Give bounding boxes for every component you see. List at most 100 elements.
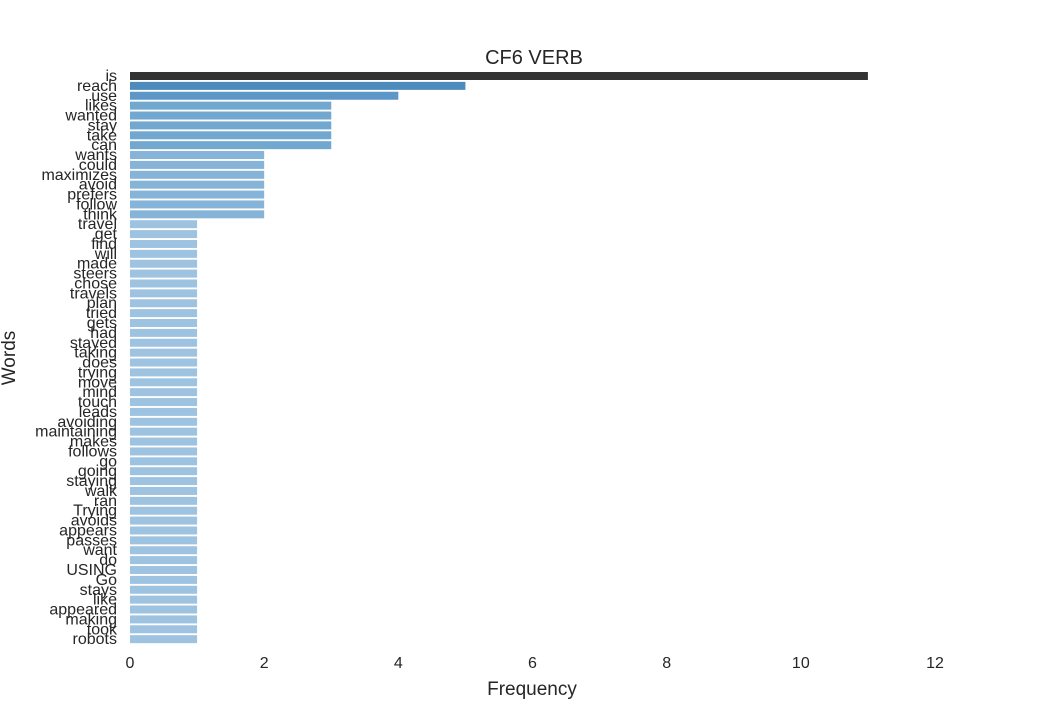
y-tick-label: had bbox=[90, 325, 117, 342]
y-axis-label: Words bbox=[0, 331, 20, 386]
bar-trying bbox=[130, 368, 198, 377]
y-tick-label: could bbox=[79, 157, 117, 174]
y-tick-label: made bbox=[77, 256, 117, 273]
y-tick-label: take bbox=[87, 127, 117, 144]
y-tick-label: going bbox=[78, 463, 117, 480]
y-tick-label: get bbox=[95, 226, 118, 243]
y-tick-label: reach bbox=[77, 78, 117, 95]
y-tick-label: avoiding bbox=[57, 414, 117, 431]
x-axis-label: Frequency bbox=[487, 679, 577, 700]
y-tick-label: think bbox=[83, 206, 118, 223]
y-tick-label: staying bbox=[66, 473, 117, 490]
bar-taking bbox=[130, 348, 198, 357]
bar-gets bbox=[130, 319, 198, 327]
y-tick-label: Trying bbox=[73, 503, 117, 520]
bar-does bbox=[130, 358, 198, 367]
y-tick-label: chose bbox=[74, 275, 117, 292]
chart-title: CF6 VERB bbox=[485, 47, 583, 69]
y-tick-label: travel bbox=[78, 216, 117, 233]
bar-prefers bbox=[130, 190, 265, 199]
bar-walk bbox=[130, 486, 198, 495]
bar-wanted bbox=[130, 111, 332, 120]
y-tick-label: mind bbox=[82, 384, 117, 401]
y-tick-labels: isreachuselikeswantedstaytakecanwantscou… bbox=[35, 68, 118, 648]
x-tick-label: 12 bbox=[926, 655, 944, 672]
y-tick-label: appeared bbox=[49, 602, 117, 619]
bar-follows bbox=[130, 447, 198, 456]
bar-plan bbox=[130, 299, 198, 308]
y-tick-label: will bbox=[94, 246, 117, 263]
y-tick-label: move bbox=[78, 374, 117, 391]
y-tick-label: want bbox=[82, 542, 117, 559]
x-tick-label: 10 bbox=[792, 655, 810, 672]
x-tick-labels: 0 2 4 6 8 10 12 bbox=[126, 655, 944, 672]
y-tick-label: took bbox=[87, 621, 118, 638]
bar-avoids bbox=[130, 516, 198, 525]
y-tick-label: avoids bbox=[71, 513, 117, 530]
y-tick-label: trying bbox=[78, 364, 117, 381]
bar-take bbox=[130, 131, 332, 140]
y-tick-label: wanted bbox=[64, 108, 117, 125]
bar-is bbox=[130, 72, 868, 80]
y-tick-label: touch bbox=[78, 394, 117, 411]
bar-maintaining bbox=[130, 427, 198, 436]
bar-like bbox=[130, 595, 198, 604]
bar-could bbox=[130, 160, 265, 169]
bar-going bbox=[130, 467, 198, 476]
y-tick-label: maintaining bbox=[35, 424, 117, 441]
y-tick-label: making bbox=[65, 611, 117, 628]
y-tick-label: robots bbox=[73, 631, 117, 648]
y-tick-label: ran bbox=[94, 493, 117, 510]
bar-travel bbox=[130, 220, 198, 229]
x-tick-label: 8 bbox=[662, 655, 671, 672]
bar-reach bbox=[130, 81, 466, 90]
y-tick-label: wants bbox=[74, 147, 117, 164]
bar-had bbox=[130, 328, 198, 337]
bar-took bbox=[130, 625, 198, 634]
y-tick-label: maximizes bbox=[41, 167, 117, 184]
y-tick-label: makes bbox=[70, 434, 117, 451]
bar-want bbox=[130, 546, 198, 555]
y-tick-label: go bbox=[99, 453, 117, 470]
bar-touch bbox=[130, 398, 198, 407]
y-tick-label: taking bbox=[74, 345, 117, 362]
x-tick-label: 2 bbox=[260, 655, 269, 672]
y-tick-label: can bbox=[91, 137, 117, 154]
y-tick-label: gets bbox=[87, 315, 117, 332]
y-tick-label: use bbox=[91, 88, 117, 105]
bar-find bbox=[130, 239, 198, 248]
y-tick-label: prefers bbox=[67, 187, 117, 204]
bar-steers bbox=[130, 269, 198, 278]
bar-get bbox=[130, 230, 198, 239]
bar-stayed bbox=[130, 338, 198, 347]
y-tick-label: avoid bbox=[79, 177, 117, 194]
y-tick-label: like bbox=[93, 592, 117, 609]
y-tick-label: appears bbox=[59, 522, 117, 539]
bar-made bbox=[130, 259, 198, 268]
y-tick-label: stay bbox=[88, 117, 117, 134]
y-tick-label: travels bbox=[70, 285, 117, 302]
bar-chose bbox=[130, 279, 198, 288]
y-tick-label: follow bbox=[76, 196, 117, 213]
bar-move bbox=[130, 378, 198, 387]
bar-use bbox=[130, 91, 399, 100]
y-tick-label: stayed bbox=[70, 335, 117, 352]
y-tick-label: passes bbox=[66, 532, 117, 549]
y-tick-label: do bbox=[99, 552, 117, 569]
bars-group bbox=[130, 72, 868, 644]
x-tick-label: 4 bbox=[394, 655, 403, 672]
y-tick-label: Go bbox=[96, 572, 117, 589]
bar-likes bbox=[130, 101, 332, 110]
bar-wants bbox=[130, 151, 265, 160]
y-tick-label: tried bbox=[86, 305, 117, 322]
bar-travels bbox=[130, 289, 198, 298]
y-tick-label: steers bbox=[73, 266, 117, 283]
bar-will bbox=[130, 249, 198, 258]
bar-Trying bbox=[130, 506, 198, 515]
bar-makes bbox=[130, 437, 198, 446]
bar-avoiding bbox=[130, 417, 198, 426]
bar-go bbox=[130, 457, 198, 466]
bar-can bbox=[130, 141, 332, 150]
x-tick-label: 0 bbox=[126, 655, 135, 672]
bar-staying bbox=[130, 477, 198, 486]
